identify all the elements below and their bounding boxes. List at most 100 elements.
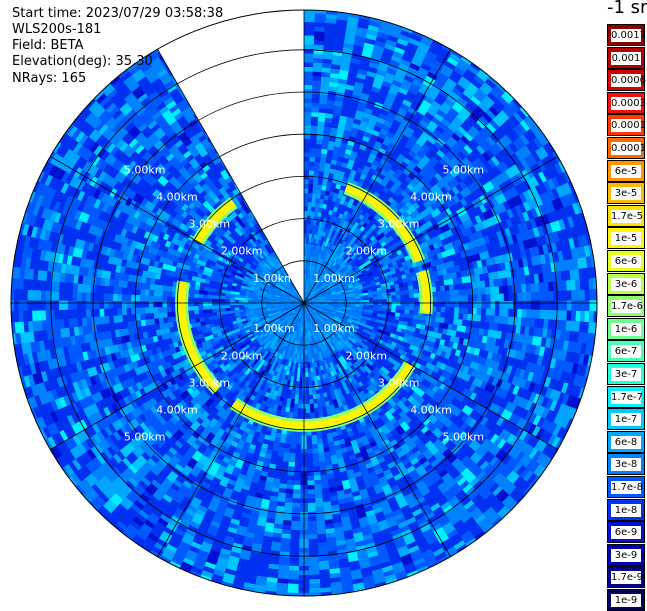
range-gate (445, 296, 450, 302)
instrument-label: WLS200s-181 (12, 22, 101, 38)
range-gate (296, 431, 302, 445)
range-gate (267, 509, 276, 519)
range-gate (77, 284, 91, 293)
range-gate (311, 376, 314, 381)
range-gate (15, 322, 25, 334)
range-gate (304, 189, 308, 194)
range-gate (82, 318, 87, 327)
range-gate (163, 302, 168, 307)
range-gate (122, 301, 127, 308)
range-gate (450, 302, 459, 308)
range-gate (526, 309, 540, 318)
range-gate (391, 309, 396, 313)
range-gate (543, 319, 548, 329)
range-gate (315, 148, 322, 158)
range-gate (195, 318, 200, 323)
range-gate (30, 341, 41, 353)
range-gate (314, 484, 322, 498)
range-gate (571, 311, 576, 321)
range-gate (313, 72, 322, 77)
colorbar-cell: 0.0006 (607, 69, 645, 91)
range-gate (494, 278, 504, 286)
range-gate (310, 126, 317, 135)
range-gate (516, 317, 521, 326)
range-gate (441, 307, 446, 313)
range-gate (37, 270, 47, 281)
colorbar-cell-label: 6e-9 (611, 526, 641, 539)
colorbar-cell: 6e-7 (607, 340, 645, 362)
range-gate (59, 301, 68, 310)
range-gate (395, 287, 400, 291)
range-gate (230, 299, 235, 302)
range-gate (477, 308, 482, 315)
range-gate (314, 45, 324, 50)
range-ring-label: 2.00km (221, 349, 263, 362)
range-gate (444, 285, 449, 291)
range-gate (286, 484, 293, 489)
colorbar-cell-label: 0.0001 (611, 142, 641, 155)
range-gate (150, 278, 155, 284)
range-ring-label: 5.00km (443, 431, 485, 444)
range-gate (145, 307, 159, 313)
range-gate (499, 285, 508, 293)
range-gate (309, 584, 320, 589)
range-gate (163, 291, 172, 297)
range-gate (308, 521, 317, 535)
range-gate (589, 300, 597, 311)
range-gate (113, 294, 118, 301)
range-gate (21, 342, 32, 354)
colorbar-cell-label: 3e-6 (611, 278, 641, 291)
range-gate (522, 292, 527, 301)
colorbar-cell-label: 0.001 (611, 52, 641, 65)
range-gate (278, 492, 286, 497)
colorbar-cell-label: 1e-5 (611, 232, 641, 245)
range-gate (304, 126, 311, 135)
range-gate (308, 193, 312, 198)
range-gate (507, 317, 517, 326)
range-ring-label: 2.00km (346, 349, 388, 362)
range-gate (531, 301, 540, 310)
range-gate (322, 63, 331, 68)
ppi-chart: 1.00km2.00km3.00km4.00km5.00km1.00km2.00… (0, 0, 607, 607)
range-gate (325, 118, 333, 123)
range-gate (282, 529, 291, 534)
range-gate (514, 333, 524, 343)
colorbar-cell: 1e-9 (607, 589, 645, 611)
range-gate (154, 290, 163, 296)
range-gate (283, 520, 292, 525)
range-gate (22, 246, 33, 258)
range-gate (113, 315, 123, 323)
colorbar-cell: 3e-6 (607, 273, 645, 295)
range-gate (317, 529, 326, 534)
colorbar-cell: 1.7e-6 (607, 295, 645, 317)
range-gate (285, 498, 293, 503)
range-gate (378, 308, 383, 311)
range-ring-label: 5.00km (443, 163, 485, 176)
range-gate (486, 308, 495, 316)
colorbar-cell-label: 1e-6 (611, 323, 641, 336)
range-ring-label: 3.00km (189, 218, 231, 231)
range-gate (226, 296, 231, 299)
range-ring-label: 1.00km (313, 322, 355, 335)
range-gate (321, 185, 326, 190)
range-gate (304, 117, 311, 122)
range-gate (268, 500, 277, 510)
colorbar-cell-label: 6e-5 (611, 165, 641, 178)
range-gate (11, 278, 19, 289)
range-gate (441, 296, 446, 301)
range-gate (73, 283, 78, 292)
range-gate (136, 314, 141, 321)
range-gate (279, 483, 286, 488)
range-gate (28, 290, 42, 301)
range-gate (317, 126, 324, 131)
range-gate (255, 575, 267, 586)
range-gate (212, 295, 217, 299)
range-gate (304, 54, 313, 63)
colorbar-cell: 1e-6 (607, 318, 645, 340)
range-gate (104, 293, 113, 301)
range-gate (104, 301, 109, 309)
range-gate (194, 294, 199, 298)
range-gate (280, 538, 290, 552)
range-gate (319, 461, 326, 466)
range-gate (489, 279, 494, 287)
